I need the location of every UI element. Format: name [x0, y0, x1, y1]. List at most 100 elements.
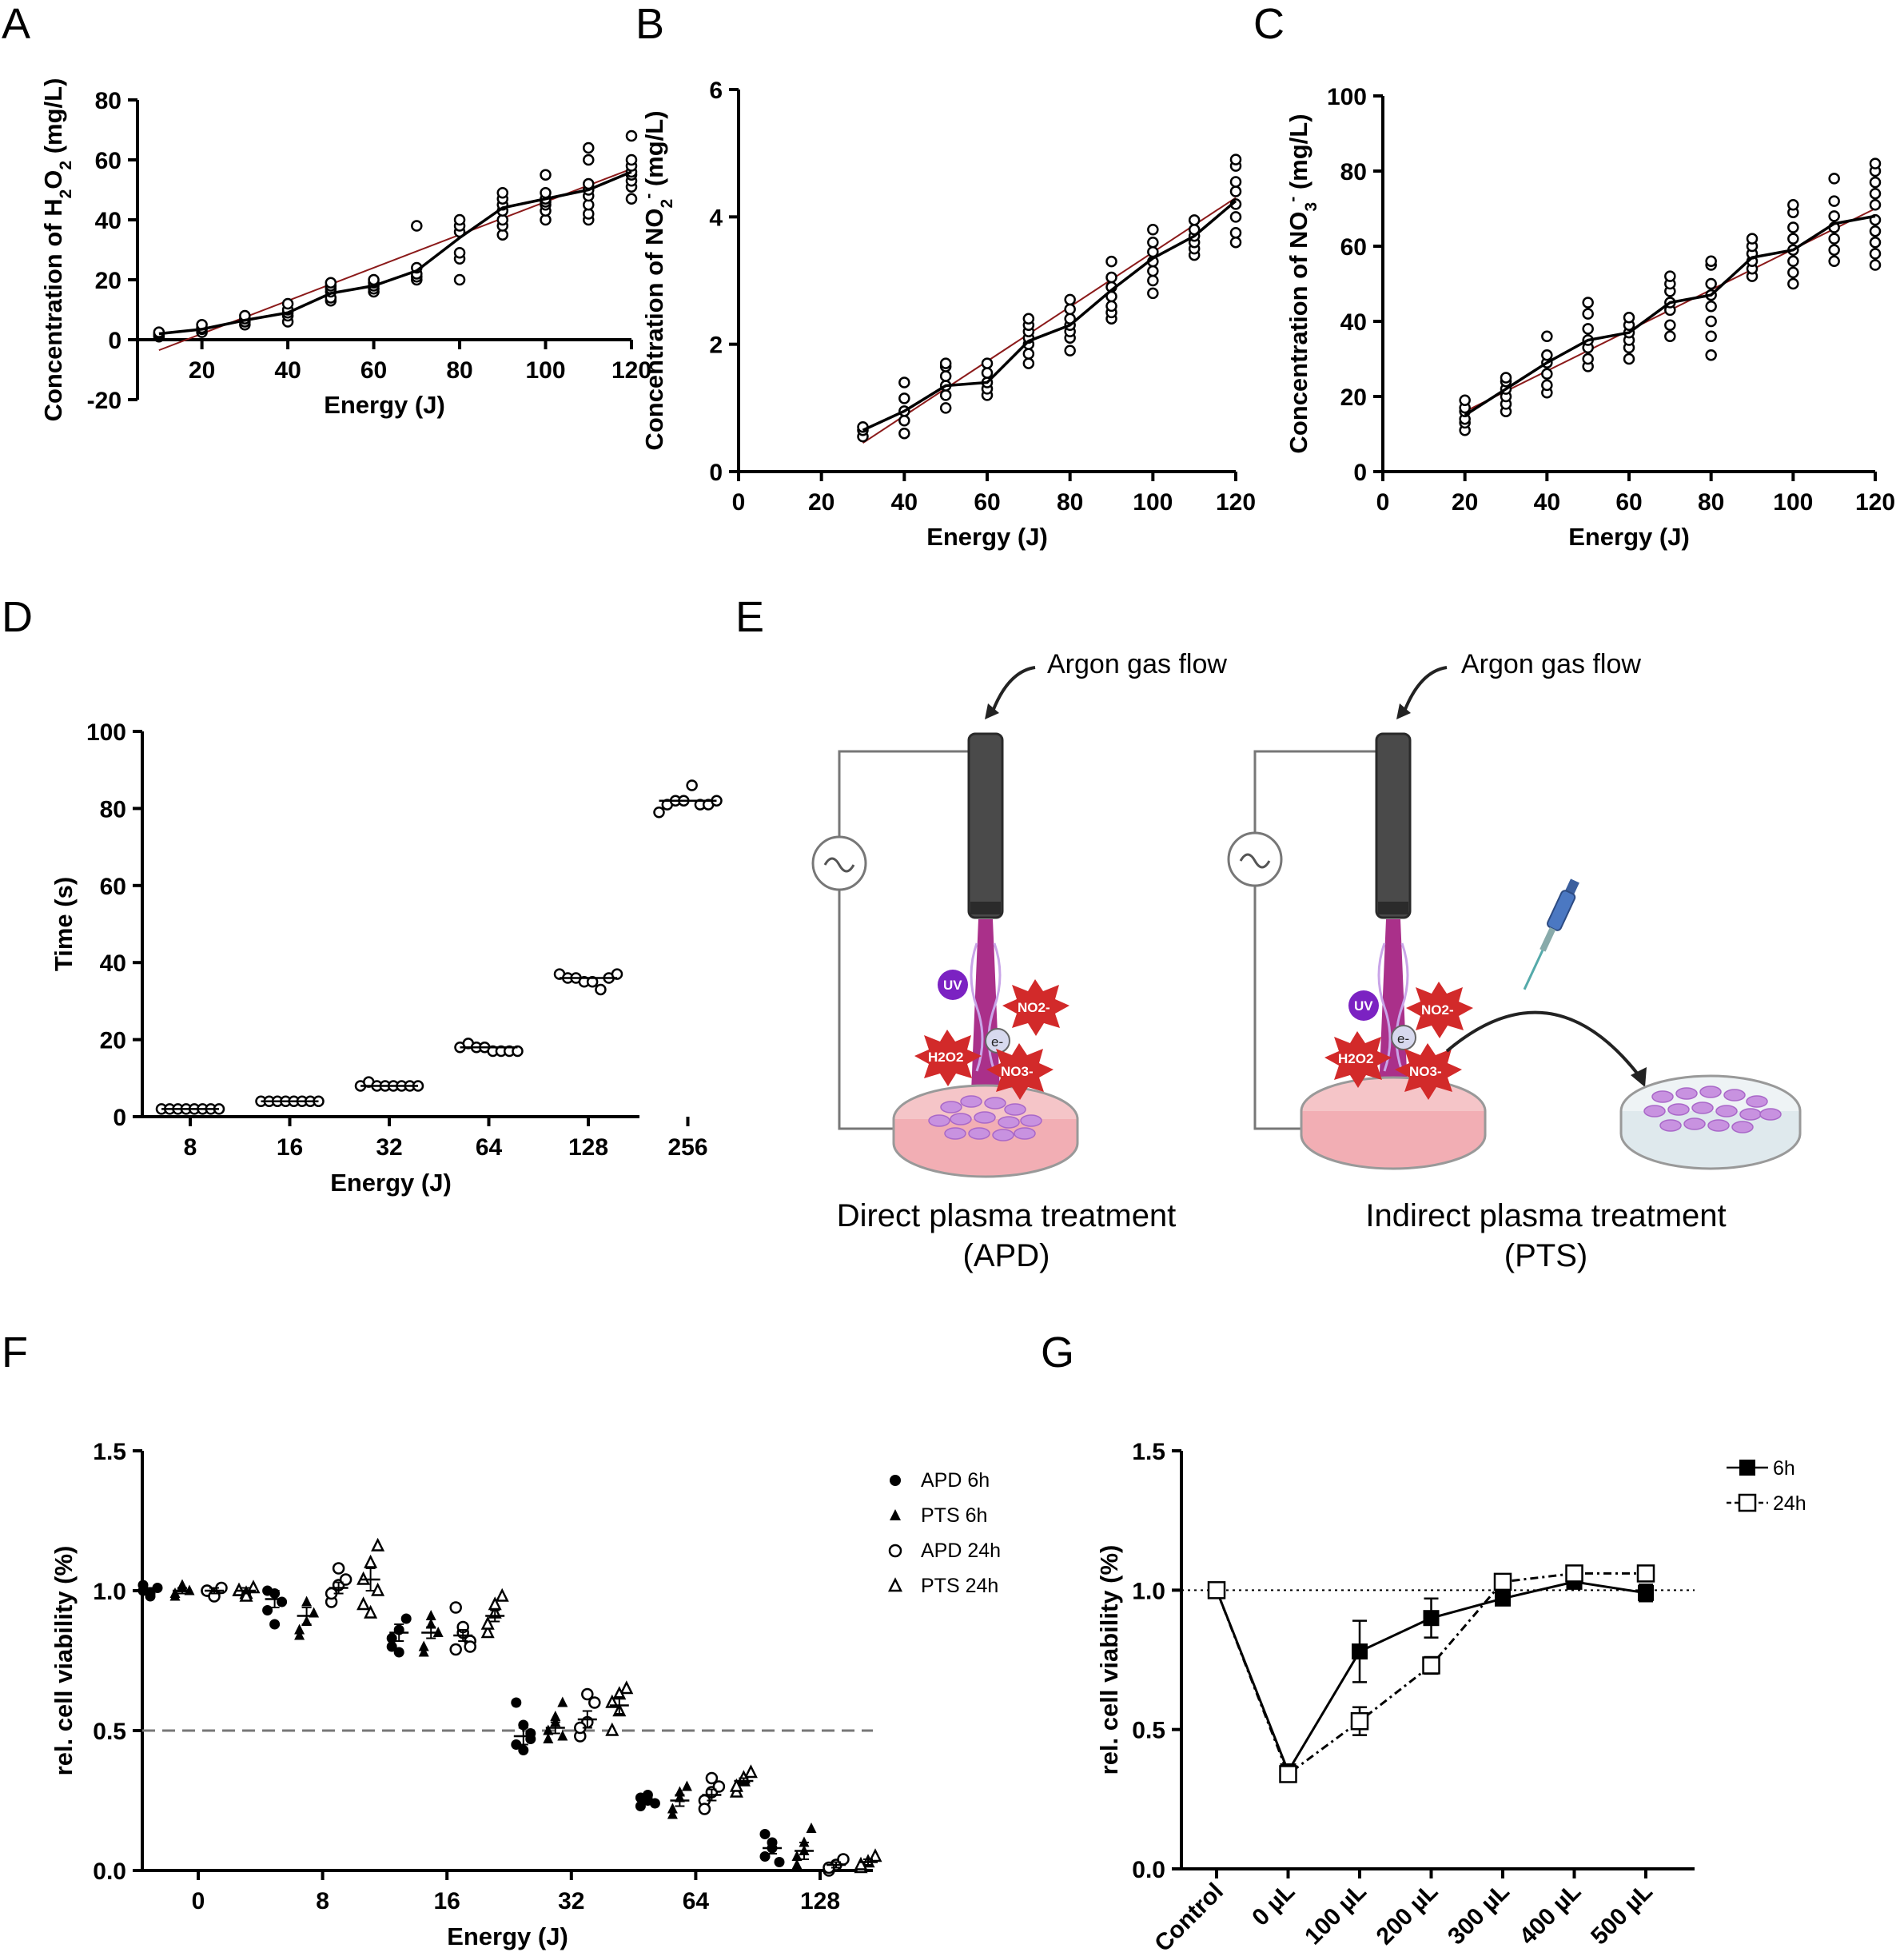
data-point [1422, 1656, 1440, 1675]
y-axis-label: Time (s) [50, 877, 78, 971]
data-point [698, 1803, 711, 1815]
data-point [1229, 185, 1242, 197]
y-axis-label: Concentration of NO2- (mg/L) [639, 110, 676, 450]
x-tick-label: 60 [1615, 489, 1642, 516]
chart-c: 0 20 40 60 80 100 0 20 40 60 80 100 120 Energy (J) Con… [1284, 84, 1896, 551]
data-point [1207, 1581, 1226, 1599]
indirect-setup: Argon gas flow UV NO2- H2O2 e- NO3- [1227, 649, 1802, 1273]
pen-tip [970, 902, 1001, 914]
gas-arrow-right [1401, 666, 1448, 716]
data-point [1229, 227, 1242, 239]
data-point [681, 1780, 692, 1791]
ylabel-part: Concentration of NO [1285, 211, 1312, 453]
data-point [393, 1647, 404, 1658]
data-point [449, 1601, 462, 1614]
x-tick-label: 20 [808, 489, 834, 516]
x-tick-label: 120 [1216, 489, 1256, 516]
legend-marker [890, 1475, 901, 1486]
data-point [1582, 308, 1594, 320]
legend-marker [888, 1544, 902, 1558]
ylabel-part: Concentration of NO [640, 208, 668, 450]
x-tick-label: 32 [376, 1134, 402, 1161]
x-tick-label: 100 [525, 357, 565, 384]
ylabel-part: - [1284, 197, 1302, 202]
gas-arrow [990, 666, 1036, 716]
y-tick-label: 0 [1353, 460, 1367, 486]
x-tick-label: 60 [360, 357, 387, 384]
indirect-subtitle: (PTS) [1504, 1238, 1587, 1273]
x-tick-label: 120 [611, 357, 651, 384]
h2o2-label-right: H2O2 [1338, 1051, 1373, 1066]
x-tick-label: 128 [800, 1888, 840, 1914]
x-tick-label: 200 µL [1372, 1878, 1444, 1950]
pipette-icon [1523, 878, 1579, 990]
data-point [898, 376, 910, 388]
y-tick-label: 20 [1340, 384, 1367, 411]
data-point [1064, 303, 1076, 316]
y-tick-label: 60 [100, 874, 126, 900]
data-point [667, 1808, 678, 1819]
data-point [543, 1724, 554, 1735]
data-point [332, 1562, 345, 1575]
data-point [806, 1823, 817, 1833]
data-point [540, 187, 552, 199]
ac-wave-icon [823, 857, 855, 873]
data-point [543, 1733, 554, 1743]
x-tick-label: 16 [434, 1888, 460, 1914]
x-tick-label: 100 µL [1300, 1878, 1372, 1950]
data-point [1147, 287, 1159, 300]
data-point [1787, 266, 1799, 279]
x-tick-label: 60 [974, 489, 1000, 516]
data-point [1541, 330, 1553, 343]
data-point [496, 187, 509, 199]
chart-a: -20 0 20 40 60 80 20 40 60 80 100 120 Energy (J) Conc… [39, 78, 651, 422]
panel-letter-g: G [1041, 1329, 1074, 1376]
x-tick-label: 8 [184, 1134, 197, 1161]
y-axis-label: rel. cell viability (%) [50, 1546, 78, 1776]
x-tick-label: 40 [274, 357, 301, 384]
ylabel-part: (mg/L) [1285, 114, 1312, 196]
data-point [583, 153, 595, 166]
data-point [1459, 394, 1471, 406]
data-point [791, 1850, 803, 1861]
data-point [364, 1554, 378, 1568]
data-point [339, 1573, 353, 1586]
data-point [1828, 195, 1840, 207]
ylabel-part: 3 [1302, 202, 1320, 212]
no2-label-right: NO2- [1421, 1002, 1454, 1018]
data-point [653, 806, 665, 819]
panel-letter-d: D [2, 593, 33, 641]
x-tick-label: 80 [1698, 489, 1724, 516]
fit-line [158, 168, 632, 352]
x-tick-label: 0 [1376, 489, 1390, 516]
data-point [169, 1590, 181, 1601]
data-point [281, 297, 294, 310]
data-point [939, 370, 952, 382]
no2-label-left: NO2- [1018, 1000, 1050, 1015]
y-tick-label: 100 [1327, 84, 1367, 110]
x-axis-label: Energy (J) [324, 391, 445, 419]
data-point [1638, 1584, 1654, 1601]
data-point [1022, 348, 1035, 360]
legend-label: 24h [1773, 1492, 1806, 1515]
data-point [400, 1613, 412, 1624]
data-point [1623, 312, 1635, 324]
y-tick-label: 1.5 [93, 1439, 126, 1465]
y-tick-label: 1.0 [93, 1579, 126, 1605]
no2-burst [1002, 979, 1069, 1036]
electron-label-right: e- [1397, 1031, 1409, 1046]
gas-arrow-head [985, 703, 999, 719]
data-point [1541, 349, 1553, 361]
data-point [1787, 221, 1799, 233]
ylabel-part: Concentration of H [39, 198, 67, 421]
mean-line [158, 170, 632, 336]
mean-line [1464, 214, 1876, 416]
data-point [667, 1803, 678, 1814]
data-point [1541, 379, 1553, 392]
data-point [1229, 176, 1242, 188]
data-point [1188, 214, 1201, 226]
data-point [1022, 357, 1035, 369]
data-point [1064, 345, 1076, 357]
data-point [418, 1640, 429, 1651]
data-point [239, 1588, 253, 1602]
